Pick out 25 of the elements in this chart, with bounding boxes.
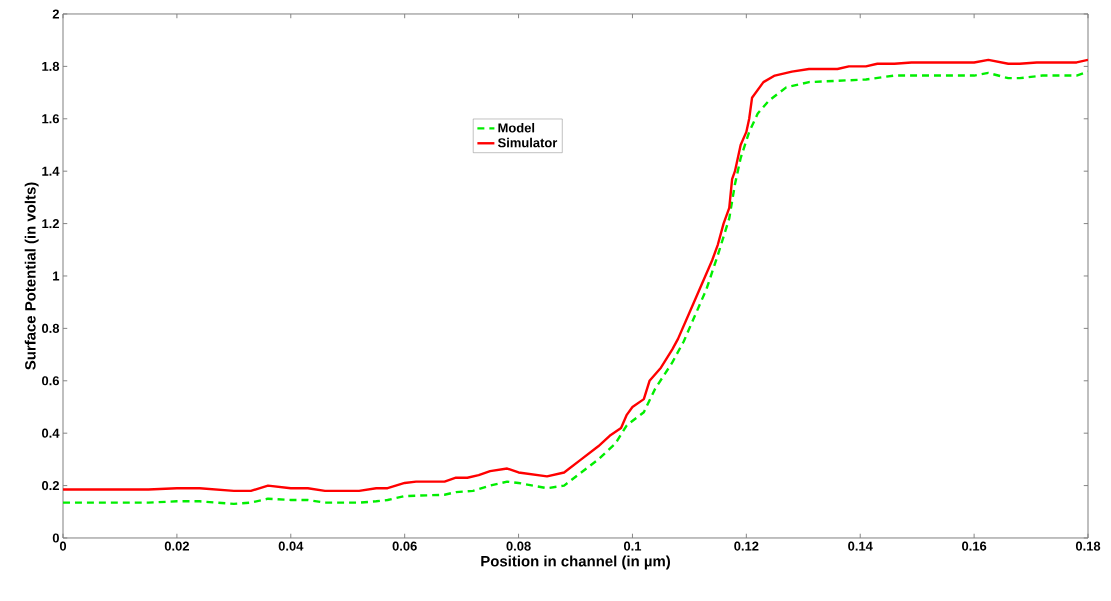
x-tick-label: 0.1 [623,541,642,551]
x-tick-label: 0.04 [278,541,304,551]
x-tick-label: 0.16 [962,541,987,551]
y-tick-label: 0.6 [42,376,60,386]
legend-label: Simulator [497,137,558,148]
y-tick-label: 0.8 [42,323,60,333]
x-tick-label: 0.18 [1075,541,1101,551]
y-tick-label: 1.2 [42,219,59,229]
y-tick-label: 0.2 [42,481,59,491]
x-tick-label: 0.06 [392,541,417,551]
y-tick-label: 0.4 [42,428,60,438]
x-tick-label: 0.08 [506,541,531,551]
legend-label: Model [498,122,535,133]
x-axis-title: Position in channel (in µm) [481,555,670,570]
x-tick-label: 0.14 [848,541,873,551]
y-axis-title: Surface Potential (in volts) [24,182,39,370]
y-tick-label: 0 [52,533,59,543]
x-tick-label: 0 [59,541,67,551]
y-tick-label: 1.6 [42,114,60,124]
x-tick-label: 0.02 [164,541,189,551]
y-tick-label: 2 [52,9,59,19]
x-tick-label: 0.12 [734,541,759,551]
y-tick-label: 1.4 [42,166,60,176]
y-tick-label: 1 [53,271,60,281]
y-tick-label: 1.8 [42,61,60,71]
